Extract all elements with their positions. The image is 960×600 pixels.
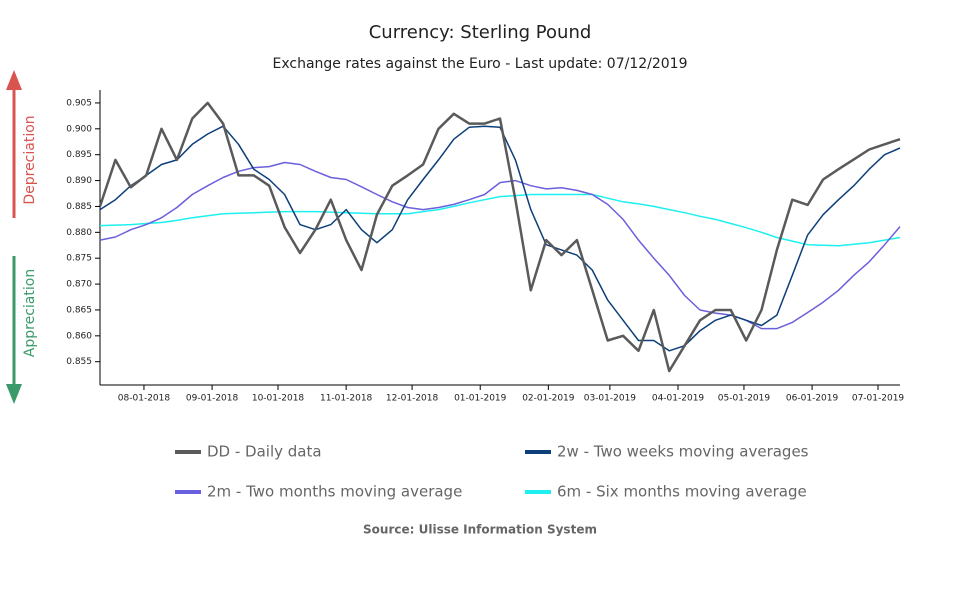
- y-tick-label: 0.865: [66, 305, 92, 315]
- depreciation-label: Depreciation: [22, 115, 38, 204]
- x-tick-label: 04-01-2019: [652, 394, 705, 404]
- y-tick-label: 0.860: [66, 331, 92, 341]
- x-tick-label: 08-01-2018: [118, 394, 171, 404]
- x-tick-label: 03-01-2019: [584, 394, 637, 404]
- legend-label: DD - Daily data: [207, 443, 322, 461]
- appreciation-label: Appreciation: [22, 269, 38, 357]
- x-tick-label: 09-01-2018: [186, 394, 239, 404]
- y-tick-label: 0.900: [66, 124, 92, 134]
- y-tick-label: 0.875: [66, 254, 92, 264]
- x-tick-label: 02-01-2019: [522, 394, 575, 404]
- y-tick-label: 0.890: [66, 176, 92, 186]
- series-line: [99, 125, 901, 352]
- x-tick-label: 06-01-2019: [786, 394, 839, 404]
- chart-title: Currency: Sterling Pound: [369, 22, 592, 43]
- series-line: [99, 193, 901, 247]
- y-tick-label: 0.905: [66, 98, 92, 108]
- x-tick-label: 07-01-2019: [852, 394, 905, 404]
- y-tick-label: 0.880: [66, 228, 92, 238]
- series-line: [99, 161, 901, 330]
- y-tick-label: 0.885: [66, 202, 92, 212]
- legend-label: 2w - Two weeks moving averages: [557, 443, 809, 461]
- y-tick-label: 0.870: [66, 280, 92, 290]
- y-tick-label: 0.855: [66, 357, 92, 367]
- series-line: [98, 101, 901, 373]
- depreciation-arrowhead: [6, 70, 22, 90]
- chart-subtitle: Exchange rates against the Euro - Last u…: [273, 56, 688, 72]
- x-tick-label: 11-01-2018: [320, 394, 373, 404]
- x-tick-label: 12-01-2018: [386, 394, 439, 404]
- x-tick-label: 10-01-2018: [252, 394, 305, 404]
- x-tick-label: 05-01-2019: [718, 394, 771, 404]
- legend-label: 6m - Six months moving average: [557, 483, 807, 501]
- y-tick-label: 0.895: [66, 150, 92, 160]
- appreciation-arrowhead: [6, 384, 22, 404]
- x-tick-label: 01-01-2019: [454, 394, 507, 404]
- legend-label: 2m - Two months moving average: [207, 483, 462, 501]
- source-note: Source: Ulisse Information System: [363, 523, 597, 537]
